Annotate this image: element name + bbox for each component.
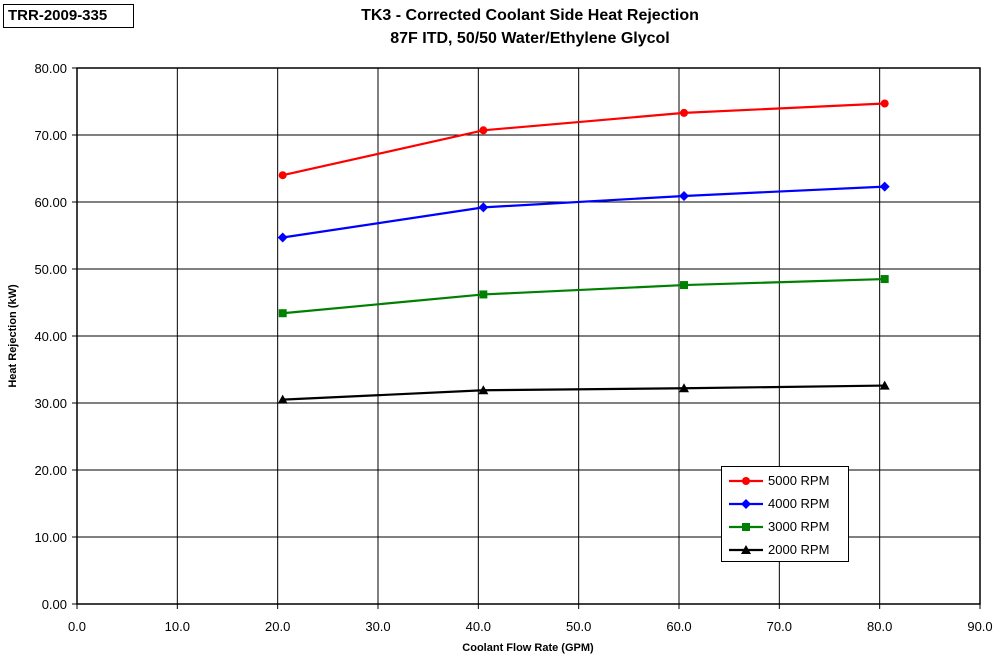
series-line (282, 277, 885, 315)
series-group (277, 99, 890, 404)
chart-title: TK3 - Corrected Coolant Side Heat Reject… (361, 7, 699, 24)
y-tick-label: 0.00 (42, 597, 67, 612)
data-point (278, 171, 287, 180)
x-tick-label: 90.0 (967, 619, 992, 634)
y-tick-label: 30.00 (34, 396, 67, 411)
y-tick-label: 10.00 (34, 530, 67, 545)
data-point (478, 202, 489, 213)
series-3000-rpm (278, 275, 889, 318)
x-tick-label: 40.0 (466, 619, 491, 634)
legend-item: 3000 RPM (722, 515, 848, 538)
data-point (679, 190, 690, 201)
y-tick-label: 40.00 (34, 329, 67, 344)
data-point (880, 99, 889, 108)
x-tick-label: 20.0 (265, 619, 290, 634)
data-point (680, 108, 689, 117)
legend-label: 2000 RPM (768, 542, 830, 557)
legend-swatch-marker (741, 498, 751, 509)
data-point (879, 181, 890, 192)
chart-subtitle: 87F ITD, 50/50 Water/Ethylene Glycol (390, 30, 670, 47)
legend-swatch (729, 522, 763, 531)
x-tick-label: 10.0 (165, 619, 190, 634)
legend-item: 4000 RPM (722, 492, 848, 515)
legend-swatch-marker (742, 522, 750, 531)
legend-swatch (729, 498, 763, 509)
series-4000-rpm (277, 181, 890, 243)
x-axis-label: Coolant Flow Rate (GPM) (462, 642, 594, 654)
legend-label: 3000 RPM (768, 519, 830, 534)
x-tick-label: 0.0 (68, 619, 86, 634)
x-tick-label: 60.0 (666, 619, 691, 634)
y-axis-ticks: 0.00 10.00 20.00 30.00 40.00 50.00 60.00 70.00 8… (34, 61, 67, 612)
series-line (282, 102, 885, 177)
series-line (282, 185, 885, 239)
x-axis-ticks: 0.0 10.0 20.0 30.0 40.0 50.0 60.0 70.0 80.0 90.0 (68, 619, 993, 634)
report-id-box: TRR-2009-335 (3, 4, 134, 28)
data-point (680, 281, 689, 290)
series-line (282, 384, 885, 401)
x-tick-label: 70.0 (767, 619, 792, 634)
plot-area-border (76, 67, 981, 605)
data-point (679, 383, 690, 393)
legend-swatch-marker (742, 476, 750, 485)
y-tick-label: 60.00 (34, 195, 67, 210)
legend-swatch-marker (741, 544, 751, 554)
legend-swatch (729, 544, 763, 554)
legend-label: 5000 RPM (768, 473, 830, 488)
x-tick-label: 80.0 (867, 619, 892, 634)
series-5000-rpm (278, 99, 889, 180)
data-point (879, 380, 890, 390)
legend-swatch (729, 476, 763, 485)
data-point (478, 385, 489, 395)
legend: 5000 RPM 4000 RPM 3000 RPM 2000 RPM (721, 466, 849, 562)
y-tick-label: 70.00 (34, 128, 67, 143)
legend-label: 4000 RPM (768, 496, 830, 511)
y-tick-label: 80.00 (34, 61, 67, 76)
y-tick-label: 50.00 (34, 262, 67, 277)
data-point (479, 290, 488, 299)
y-tick-label: 20.00 (34, 463, 67, 478)
data-point (278, 309, 287, 318)
data-point (277, 232, 288, 243)
x-tick-label: 30.0 (365, 619, 390, 634)
legend-item: 5000 RPM (722, 469, 848, 492)
x-tick-label: 50.0 (566, 619, 591, 634)
legend-item: 2000 RPM (722, 538, 848, 561)
series-2000-rpm (277, 380, 890, 404)
data-point (479, 126, 488, 135)
data-point (880, 275, 889, 284)
data-point (277, 394, 288, 404)
